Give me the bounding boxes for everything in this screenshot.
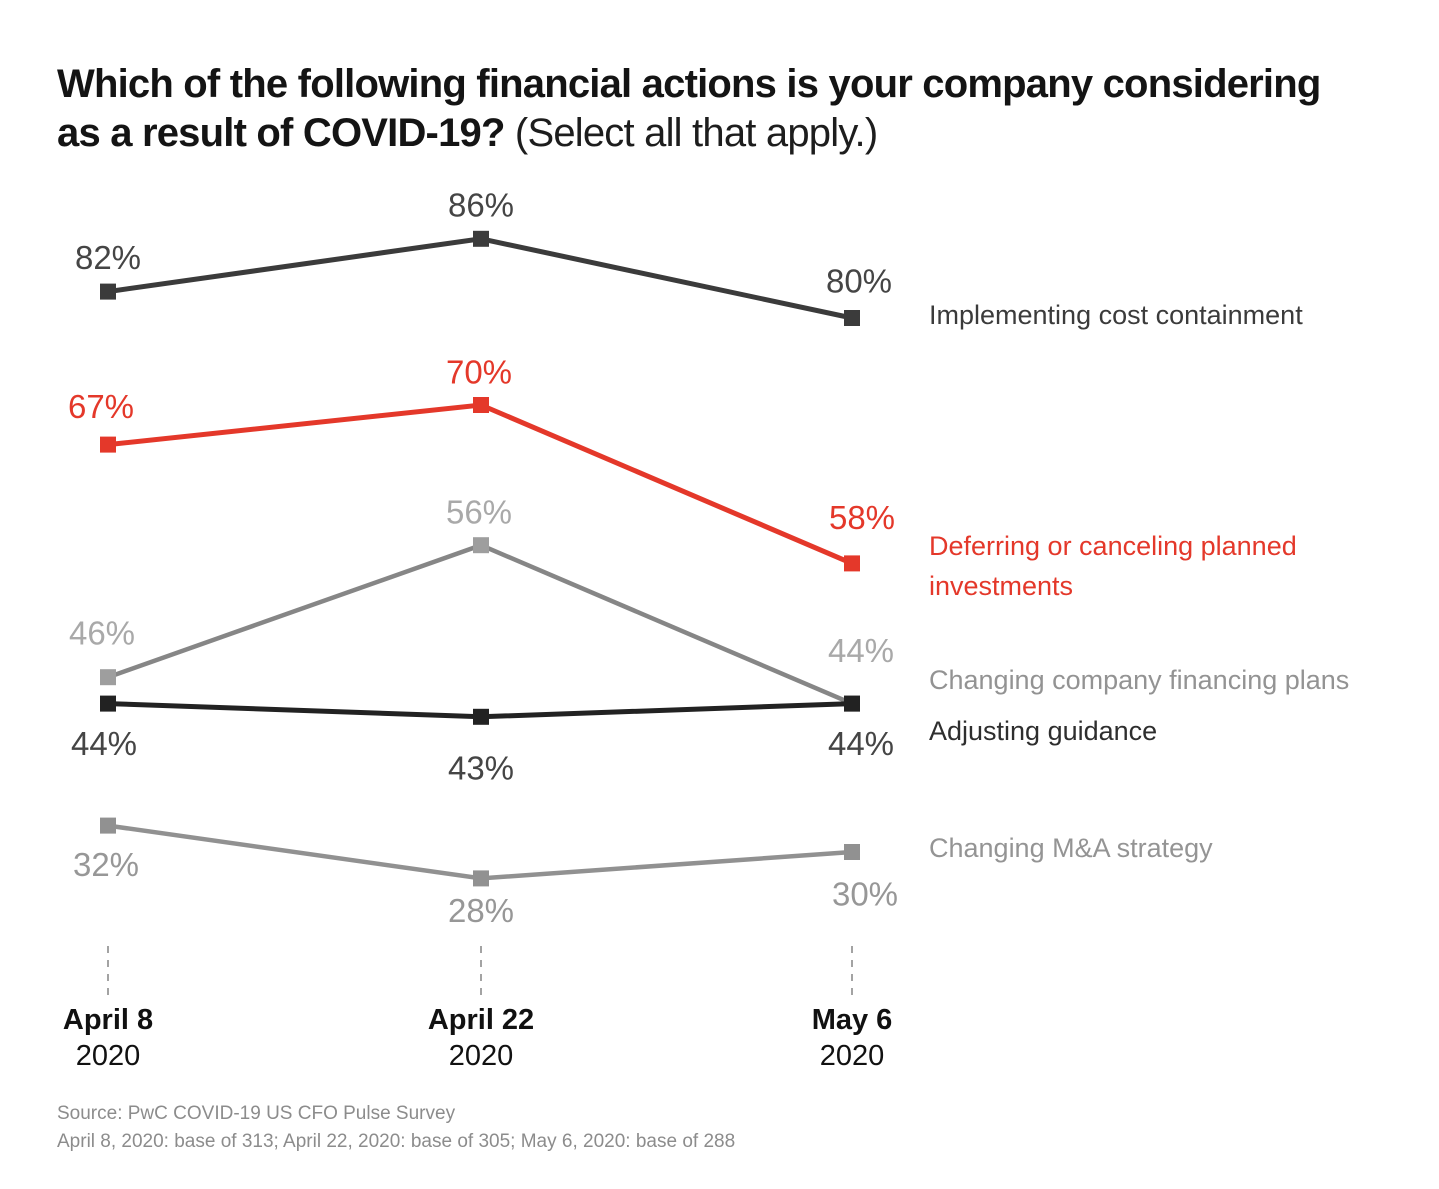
series-label: investments — [929, 571, 1073, 601]
series-line-1 — [107, 236, 853, 321]
x-axis-label-april8: April 8 2020 — [63, 1002, 153, 1074]
source-line2: April 8, 2020: base of 313; April 22, 20… — [57, 1131, 736, 1152]
data-point-marker — [100, 669, 116, 686]
source-line1: Source: PwC COVID-19 US CFO Pulse Survey — [57, 1103, 456, 1124]
x-axis-label-april22: April 22 2020 — [428, 1002, 534, 1074]
value-label: 30% — [832, 876, 898, 913]
value-label: 44% — [828, 725, 894, 762]
data-point-marker — [473, 870, 489, 887]
value-label: 70% — [446, 354, 512, 391]
data-point-marker — [100, 436, 116, 453]
data-point-marker — [473, 537, 489, 554]
value-label: 32% — [73, 846, 139, 883]
data-point-marker — [100, 817, 116, 834]
x-axis-date: April 8 — [62, 1004, 154, 1036]
data-point-marker — [844, 310, 860, 326]
value-label: 44% — [828, 632, 894, 669]
value-label: 80% — [826, 263, 892, 300]
series-line-3 — [107, 542, 853, 706]
data-point-marker — [844, 844, 860, 860]
x-axis-year: 2020 — [819, 1040, 885, 1072]
x-axis-year: 2020 — [75, 1040, 141, 1072]
value-label: 46% — [69, 615, 135, 652]
x-axis-date: April 22 — [427, 1004, 535, 1036]
x-axis-year: 2020 — [448, 1040, 514, 1072]
series-label: Changing M&A strategy — [929, 833, 1213, 863]
value-label: 43% — [448, 749, 514, 786]
value-label: 58% — [829, 499, 895, 536]
value-label: 28% — [448, 892, 514, 929]
data-point-marker — [100, 283, 116, 300]
data-point-marker — [844, 555, 860, 572]
data-point-marker — [844, 695, 860, 712]
x-axis-date: May 6 — [811, 1004, 893, 1036]
series-label: Adjusting guidance — [929, 716, 1157, 746]
value-label: 44% — [71, 725, 137, 762]
chart-title-line1: Which of the following financial actions… — [57, 62, 1321, 106]
chart-title: Which of the following financial actions… — [57, 60, 1397, 158]
series-label: Implementing cost containment — [929, 300, 1303, 330]
series-label: Changing company financing plans — [929, 665, 1349, 695]
chart-title-line2-bold: as a result of COVID-19? — [57, 111, 505, 155]
x-axis-label-may6: May 6 2020 — [812, 1002, 893, 1074]
value-label: 82% — [75, 239, 141, 276]
data-point-marker — [473, 708, 489, 725]
value-label: 56% — [446, 494, 512, 531]
series-label: Deferring or canceling planned — [929, 531, 1297, 561]
data-point-marker — [473, 230, 489, 247]
data-point-marker — [473, 397, 489, 413]
value-label: 86% — [448, 186, 514, 223]
value-label: 67% — [68, 388, 134, 425]
source-note: Source: PwC COVID-19 US CFO Pulse Survey… — [57, 1100, 735, 1156]
chart-title-line2-note: (Select all that apply.) — [504, 111, 878, 155]
data-point-marker — [100, 695, 116, 712]
